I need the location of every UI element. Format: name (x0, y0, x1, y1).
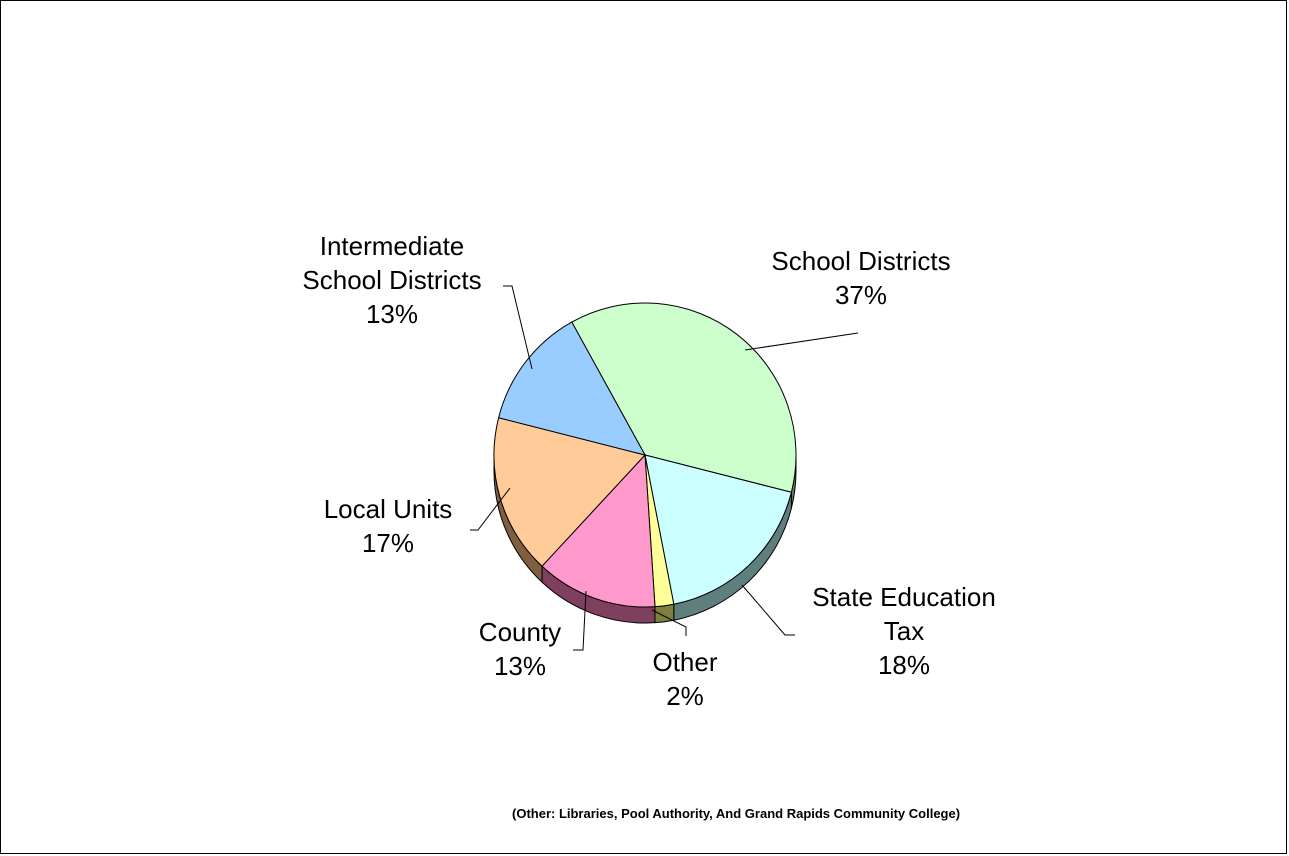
leader-line-4 (470, 487, 511, 531)
slice-label-5: Intermediate (320, 231, 465, 261)
slice-percent-5: 13% (366, 299, 418, 329)
slice-label-5: School Districts (302, 265, 481, 295)
footnote: (Other: Libraries, Pool Authority, And G… (512, 806, 961, 821)
pie-slice-0 (571, 302, 797, 493)
pie-sides (493, 454, 797, 624)
leader-line-5 (503, 285, 533, 370)
pie-slice-1 (644, 454, 792, 605)
leader-line-1 (741, 584, 795, 636)
slice-label-0: School Districts (771, 246, 950, 276)
pie-slice-5 (498, 321, 646, 456)
slice-label-1: State Education (812, 582, 996, 612)
slice-label-2: Other (652, 647, 717, 677)
slice-percent-3: 13% (494, 651, 546, 681)
slice-label-4: Local Units (324, 494, 453, 524)
slice-label-3: County (479, 617, 561, 647)
slice-percent-2: 2% (666, 681, 704, 711)
slice-label-1: Tax (884, 616, 924, 646)
slice-percent-1: 18% (878, 650, 930, 680)
pie-slice-4 (493, 417, 646, 567)
pie-slices (493, 302, 797, 608)
slice-percent-4: 17% (362, 528, 414, 558)
slice-percent-0: 37% (835, 280, 887, 310)
pie-slice-3 (541, 453, 656, 608)
leader-line-0 (744, 332, 859, 351)
slice-labels: School Districts 37% State Education Tax 18%… (302, 231, 995, 711)
leader-lines (470, 285, 859, 651)
leader-line-2 (651, 609, 687, 636)
leader-line-3 (573, 590, 587, 651)
